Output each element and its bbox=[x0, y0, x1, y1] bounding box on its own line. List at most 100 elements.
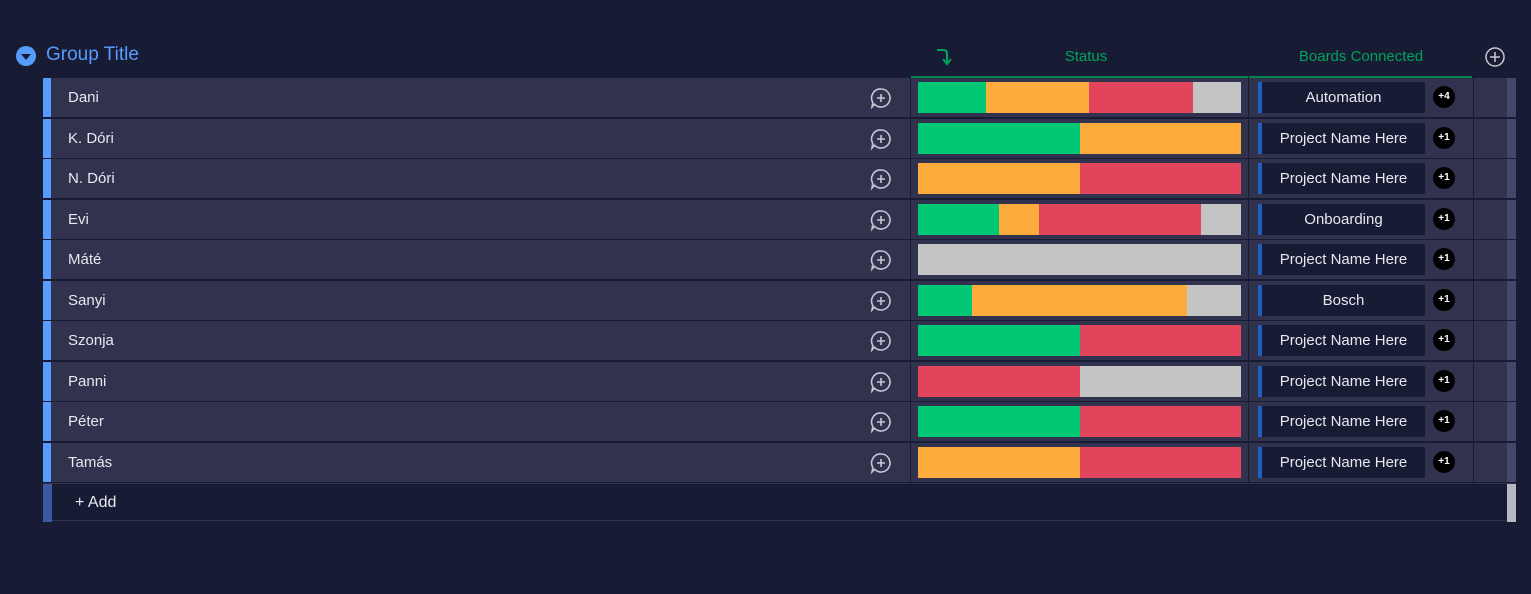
table-row[interactable]: K. Dóri Project Name Here +1 bbox=[43, 118, 1516, 158]
sort-arrow-icon[interactable] bbox=[932, 46, 954, 68]
chat-plus-icon[interactable] bbox=[869, 127, 893, 151]
column-divider bbox=[1473, 78, 1474, 117]
status-battery[interactable] bbox=[918, 163, 1241, 194]
item-name[interactable]: Tamás bbox=[68, 453, 113, 471]
item-name[interactable]: N. Dóri bbox=[68, 170, 115, 187]
table-row[interactable]: Tamás Project Name Here +1 bbox=[43, 442, 1516, 482]
group-accent-bar bbox=[43, 484, 52, 522]
status-segment bbox=[918, 203, 999, 235]
board-chip[interactable]: Project Name Here bbox=[1258, 244, 1425, 275]
board-count-badge[interactable]: +1 bbox=[1433, 329, 1455, 351]
add-item-button[interactable]: + Add bbox=[75, 494, 117, 511]
column-header-status[interactable]: Status bbox=[1064, 48, 1108, 65]
chat-plus-icon[interactable] bbox=[869, 86, 893, 110]
board-count-badge[interactable]: +1 bbox=[1433, 167, 1455, 189]
status-segment bbox=[985, 82, 1090, 113]
board-chip[interactable]: Bosch bbox=[1258, 284, 1425, 316]
plus-circle-icon[interactable] bbox=[1484, 46, 1506, 68]
board-count-badge[interactable]: +1 bbox=[1433, 207, 1455, 230]
column-divider bbox=[910, 321, 911, 360]
status-segment bbox=[1079, 446, 1241, 478]
chevron-down-icon[interactable] bbox=[16, 46, 36, 66]
add-item-row[interactable]: + Add bbox=[43, 483, 1516, 522]
status-battery[interactable] bbox=[918, 365, 1241, 397]
board-chip[interactable]: Automation bbox=[1258, 82, 1425, 113]
item-name[interactable]: Szonja bbox=[68, 332, 114, 349]
board-chip[interactable]: Project Name Here bbox=[1258, 446, 1425, 478]
chat-plus-icon[interactable] bbox=[869, 167, 893, 191]
status-battery[interactable] bbox=[918, 325, 1241, 356]
board-chip[interactable]: Project Name Here bbox=[1258, 122, 1425, 154]
column-header-boards-connected[interactable]: Boards Connected bbox=[1298, 48, 1424, 65]
item-name[interactable]: Panni bbox=[68, 372, 107, 390]
board-count-badge[interactable]: +1 bbox=[1433, 369, 1455, 392]
item-name[interactable]: K. Dóri bbox=[68, 129, 114, 147]
status-segment bbox=[918, 406, 1080, 437]
status-battery[interactable] bbox=[918, 406, 1241, 437]
column-divider bbox=[1473, 361, 1474, 401]
board-chip[interactable]: Project Name Here bbox=[1258, 163, 1425, 194]
table-row[interactable]: Panni Project Name Here +1 bbox=[43, 361, 1516, 401]
column-divider bbox=[1248, 402, 1249, 441]
group-accent-bar bbox=[43, 402, 51, 441]
column-divider bbox=[1248, 199, 1249, 239]
row-end-strip bbox=[1507, 484, 1516, 522]
status-segment bbox=[1089, 82, 1193, 113]
board-count-badge[interactable]: +1 bbox=[1433, 410, 1455, 432]
column-divider bbox=[910, 280, 911, 320]
status-segment bbox=[1079, 325, 1241, 356]
group-accent-bar bbox=[43, 280, 51, 320]
table-row[interactable]: Evi Onboarding +1 bbox=[43, 199, 1516, 239]
chat-plus-icon[interactable] bbox=[869, 248, 893, 272]
table-row[interactable]: Dani Automation +4 bbox=[43, 78, 1516, 117]
chat-plus-icon[interactable] bbox=[869, 370, 893, 394]
status-battery[interactable] bbox=[918, 284, 1241, 316]
status-segment bbox=[918, 122, 1080, 154]
status-battery[interactable] bbox=[918, 203, 1241, 235]
item-name[interactable]: Máté bbox=[68, 251, 102, 268]
table-row[interactable]: N. Dóri Project Name Here +1 bbox=[43, 159, 1516, 198]
status-segment bbox=[1079, 122, 1241, 154]
group-title[interactable]: Group Title bbox=[46, 44, 139, 65]
group-accent-bar bbox=[43, 199, 51, 239]
column-divider bbox=[910, 240, 911, 279]
chat-plus-icon[interactable] bbox=[869, 289, 893, 313]
status-segment bbox=[918, 284, 972, 316]
column-divider bbox=[910, 118, 911, 158]
item-name[interactable]: Dani bbox=[68, 89, 99, 106]
group-accent-bar bbox=[43, 361, 51, 401]
status-segment bbox=[1039, 203, 1201, 235]
column-divider bbox=[1248, 159, 1249, 198]
row-end-strip bbox=[1507, 240, 1516, 279]
board-count-badge[interactable]: +1 bbox=[1433, 288, 1455, 311]
board-chip[interactable]: Project Name Here bbox=[1258, 406, 1425, 437]
column-divider bbox=[910, 159, 911, 198]
chat-plus-icon[interactable] bbox=[869, 451, 893, 475]
chat-plus-icon[interactable] bbox=[869, 208, 893, 232]
table-row[interactable]: Szonja Project Name Here +1 bbox=[43, 321, 1516, 360]
board-chip[interactable]: Onboarding bbox=[1258, 203, 1425, 235]
board-count-badge[interactable]: +1 bbox=[1433, 126, 1455, 149]
item-name[interactable]: Péter bbox=[68, 413, 104, 430]
chat-plus-icon[interactable] bbox=[869, 329, 893, 353]
status-segment bbox=[1200, 203, 1241, 235]
column-divider bbox=[1248, 321, 1249, 360]
board-chip[interactable]: Project Name Here bbox=[1258, 325, 1425, 356]
table-row[interactable]: Sanyi Bosch +1 bbox=[43, 280, 1516, 320]
table-row[interactable]: Péter Project Name Here +1 bbox=[43, 402, 1516, 441]
table-row[interactable]: Máté Project Name Here +1 bbox=[43, 240, 1516, 279]
status-battery[interactable] bbox=[918, 122, 1241, 154]
status-battery[interactable] bbox=[918, 446, 1241, 478]
item-name[interactable]: Sanyi bbox=[68, 291, 106, 309]
column-divider bbox=[1248, 280, 1249, 320]
status-battery[interactable] bbox=[918, 82, 1241, 113]
item-name[interactable]: Evi bbox=[68, 210, 89, 228]
chat-plus-icon[interactable] bbox=[869, 410, 893, 434]
board-count-badge[interactable]: +1 bbox=[1433, 248, 1455, 270]
row-end-strip bbox=[1507, 442, 1516, 482]
board-count-badge[interactable]: +4 bbox=[1433, 86, 1455, 108]
board-chip[interactable]: Project Name Here bbox=[1258, 365, 1425, 397]
board-count-badge[interactable]: +1 bbox=[1433, 450, 1455, 473]
status-battery[interactable] bbox=[918, 244, 1241, 275]
column-divider bbox=[1473, 321, 1474, 360]
